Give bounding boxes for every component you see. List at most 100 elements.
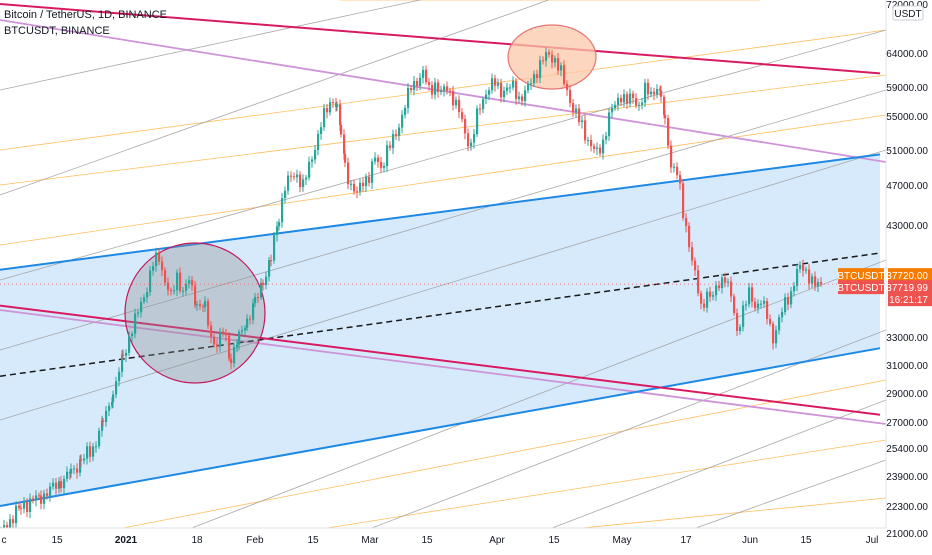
fan-line [551, 399, 886, 528]
candle-down [515, 81, 518, 100]
candle-down [230, 358, 233, 364]
candle-up [58, 481, 61, 489]
candle-up [784, 297, 787, 313]
candle-up [443, 86, 446, 91]
candle-down [663, 96, 666, 115]
candle-up [149, 270, 152, 292]
candle-up [35, 495, 38, 501]
candle-up [524, 90, 527, 102]
fan-line [0, 89, 886, 351]
price-tick-label: 51000.00 [886, 146, 928, 157]
candle-down [659, 89, 662, 91]
candle-up [305, 177, 308, 180]
candle-up [383, 166, 386, 168]
candle-down [563, 65, 566, 84]
candle-up [9, 519, 12, 528]
candle-up [407, 87, 410, 108]
candle-up [241, 330, 244, 332]
candle-up [575, 108, 578, 113]
candle-down [122, 354, 125, 356]
candle-down [32, 498, 35, 501]
candle-down [170, 290, 173, 292]
candle-up [196, 304, 199, 306]
candle-down [76, 468, 79, 473]
candle-up [793, 285, 796, 292]
candle-down [38, 495, 41, 497]
candle-up [419, 77, 422, 87]
candle-down [164, 270, 167, 283]
candle-down [389, 145, 392, 148]
currency-badge [892, 5, 924, 21]
candle-up [265, 276, 268, 285]
candle-up [63, 478, 66, 489]
candle-up [518, 96, 521, 100]
candle-up [476, 108, 479, 135]
candle-down [647, 82, 650, 95]
candle-up [817, 281, 820, 287]
candle-up [278, 222, 281, 227]
price-badge-last-text: 37719.99 [886, 283, 928, 294]
chart-title: Bitcoin / TetherUS, 1D, BINANCE [4, 9, 168, 21]
candle-up [111, 402, 114, 406]
candle-up [401, 114, 404, 128]
candle-down [814, 276, 817, 287]
time-tick-label: 15 [421, 535, 433, 546]
candle-down [158, 252, 161, 262]
candle-up [503, 90, 506, 98]
candle-up [254, 297, 257, 304]
candle-up [49, 486, 52, 496]
candle-up [98, 430, 101, 447]
fan-line [120, 379, 886, 528]
time-tick-label: Apr [489, 535, 505, 546]
candle-up [252, 303, 255, 320]
candle-down [12, 519, 15, 524]
channel-midline [0, 252, 881, 377]
candle-down [46, 493, 49, 496]
candle-up [539, 60, 542, 79]
red-trendline [0, 304, 881, 416]
price-tick-label: 33000.00 [886, 333, 928, 344]
candle-up [336, 104, 339, 107]
candle-up [656, 89, 659, 95]
candle-up [43, 493, 46, 504]
time-axis-background [0, 528, 886, 550]
candle-down [593, 146, 596, 149]
candle-up [155, 252, 158, 267]
candle-up [128, 336, 131, 353]
candle-down [262, 282, 265, 285]
symbol-badge-marked [838, 268, 884, 283]
candle-down [733, 296, 736, 314]
candle-up [23, 501, 26, 509]
candle-up [284, 190, 287, 199]
candle-down [664, 114, 667, 119]
candle-down [362, 182, 365, 187]
price-tick-label: 25400.00 [886, 444, 928, 455]
candle-up [365, 176, 368, 187]
candle-up [781, 312, 784, 318]
candle-up [311, 159, 314, 162]
candle-up [811, 276, 814, 284]
candle-up [15, 505, 18, 524]
time-tick-label: c [2, 535, 7, 546]
candle-down [377, 157, 380, 163]
candle-down [569, 89, 572, 104]
candle-up [473, 134, 476, 143]
candle-down [452, 90, 455, 106]
price-tick-label: 21000.00 [886, 529, 928, 540]
candle-up [638, 104, 641, 106]
candle-down [395, 134, 398, 136]
candle-up [287, 175, 290, 191]
candle-up [134, 313, 137, 334]
currency-label: USDT [894, 9, 921, 20]
candle-up [644, 82, 647, 103]
candle-up [281, 198, 284, 223]
price-tick-label: 23900.00 [886, 472, 928, 483]
candle-up [83, 458, 86, 461]
candle-down [26, 501, 29, 513]
candle-up [73, 468, 76, 470]
symbol-badge-last-text: BTCUSDT [837, 283, 884, 294]
candle-down [521, 96, 524, 102]
candle-down [688, 225, 691, 248]
